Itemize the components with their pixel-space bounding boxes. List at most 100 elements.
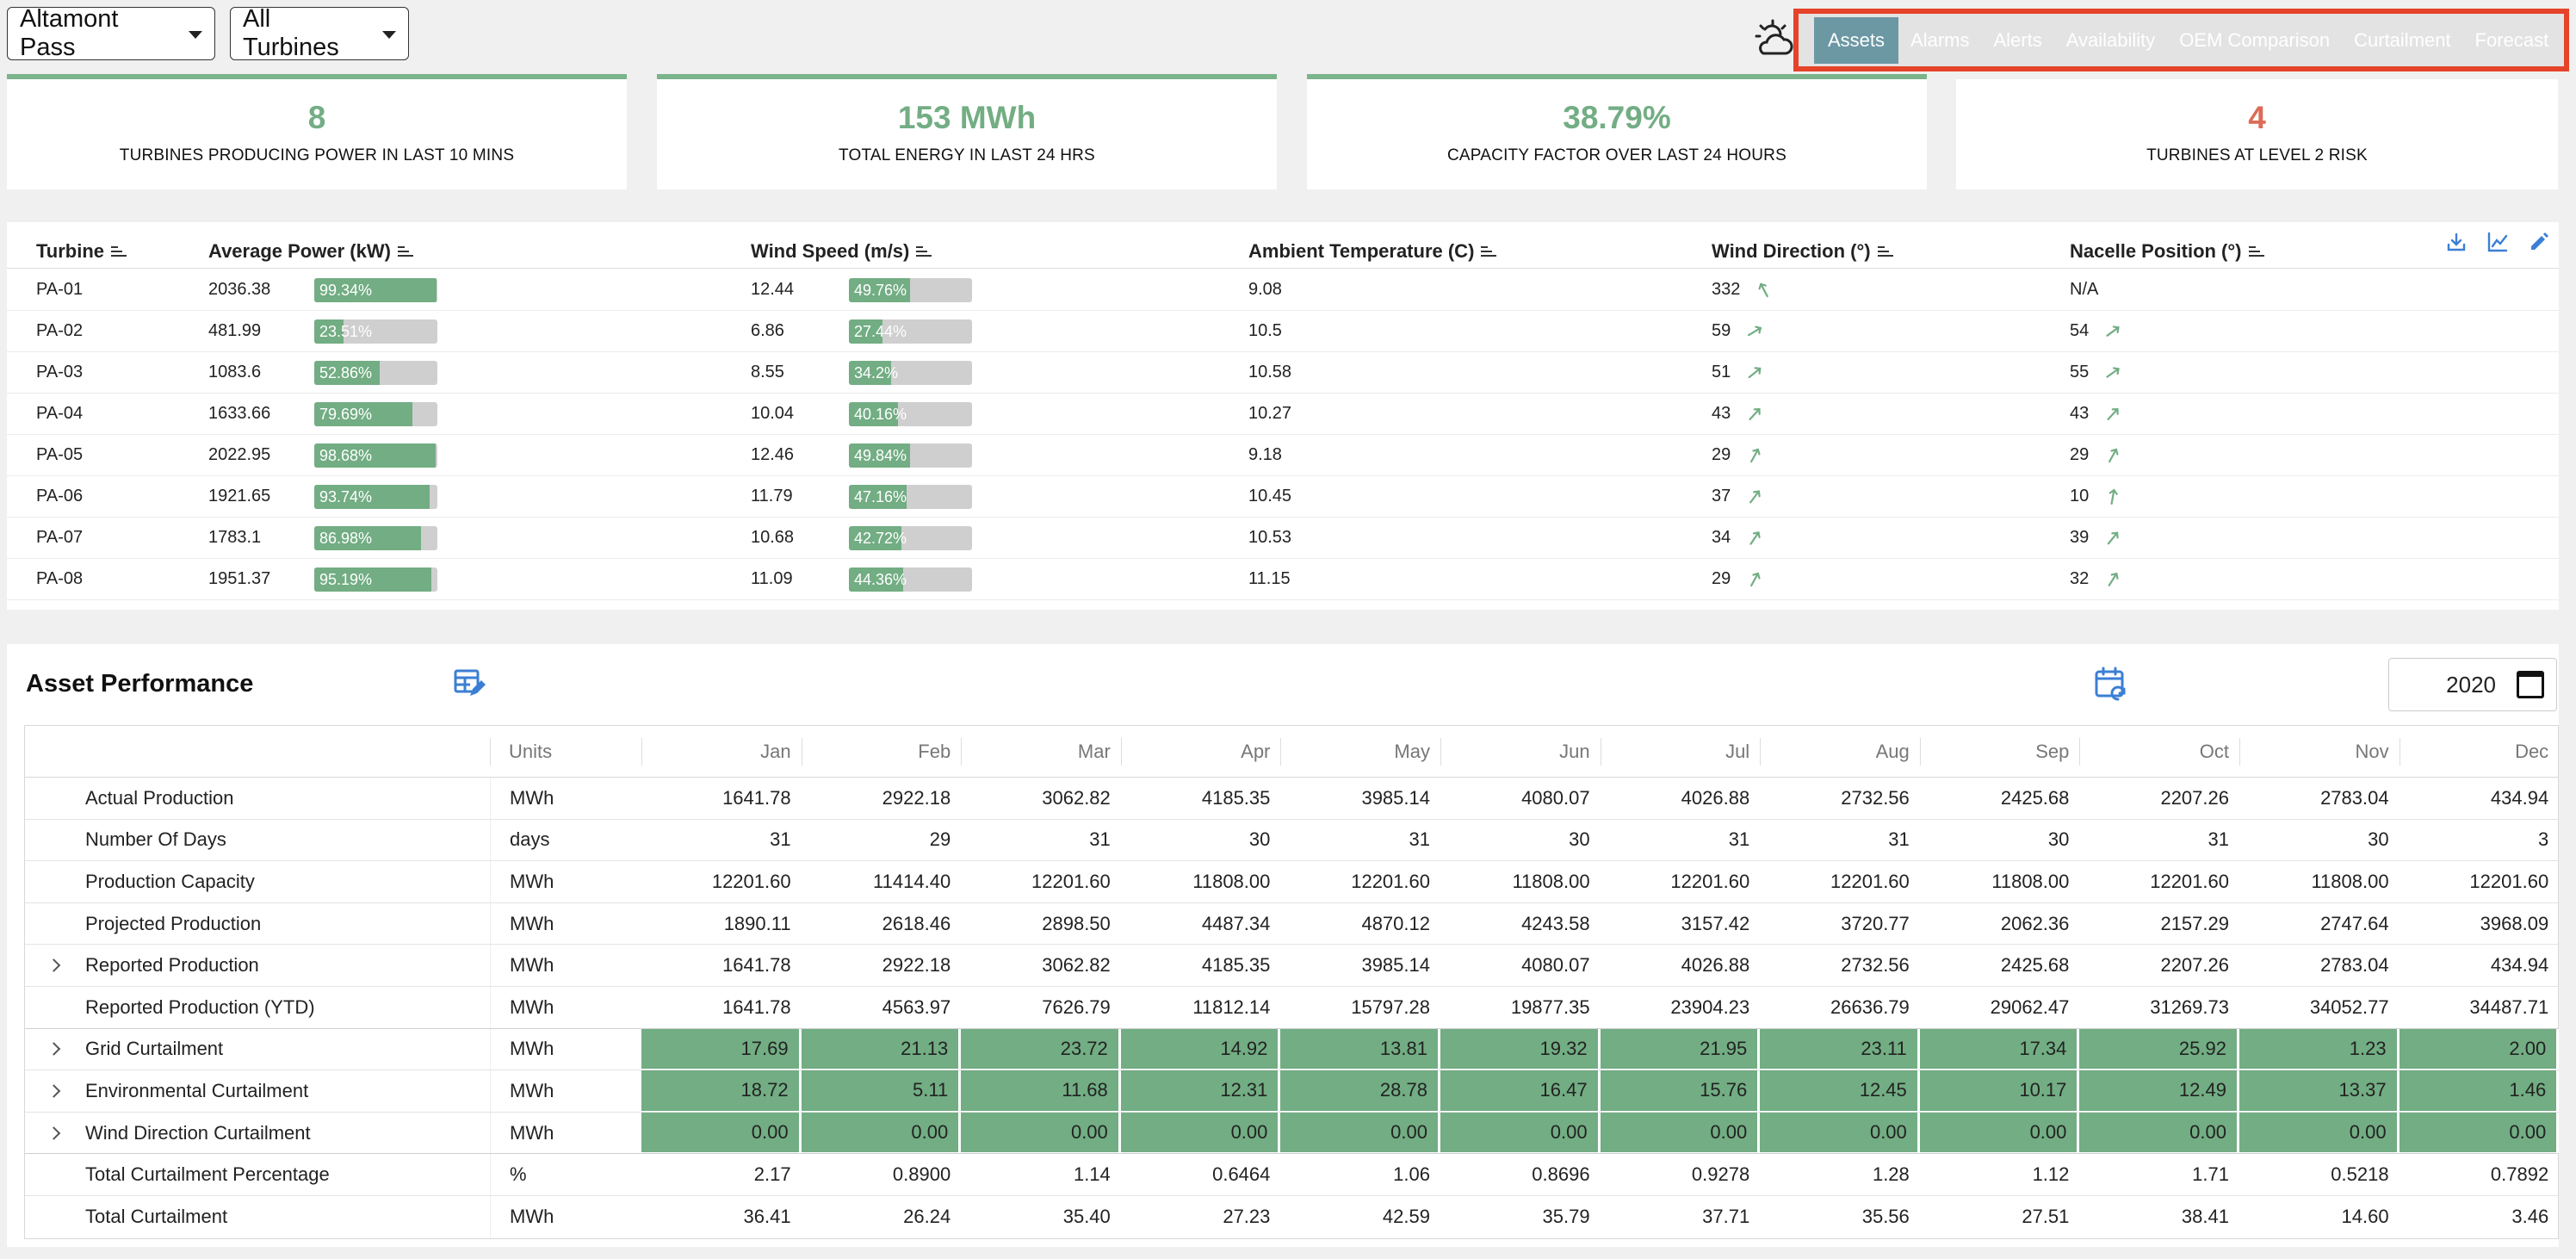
tab-oem-comparison[interactable]: OEM Comparison (2179, 29, 2331, 51)
download-icon[interactable] (2445, 231, 2468, 253)
power-percent-bar-fill (314, 278, 437, 302)
table-row[interactable]: PA-05 2022.95 12.46 9.18 29 29 98.68% 49.84% (7, 435, 2559, 476)
month-value-jun: 35.79 (1542, 1206, 1590, 1228)
table-edit-icon[interactable] (453, 667, 486, 699)
power-percent-bar-label: 79.69% (319, 406, 373, 423)
month-value-apr: 11808.00 (1192, 870, 1271, 892)
table-row[interactable]: PA-01 2036.38 12.44 9.08 332 N/A 99.34% 49.76% (7, 270, 2559, 311)
power-percent-bar-label: 95.19% (319, 571, 373, 588)
month-value-sep: 17.34 (1919, 1028, 2080, 1070)
month-value-jun: 19877.35 (1510, 995, 1590, 1018)
power-percent-bar-fill (314, 567, 432, 592)
month-value-jul: 0.00 (1600, 1112, 1761, 1154)
line-chart-icon[interactable] (2486, 231, 2509, 253)
row-label: Projected Production (85, 912, 262, 934)
calendar-icon[interactable] (2517, 671, 2544, 698)
turbine-select[interactable]: All Turbines (230, 5, 409, 61)
wind-direction: 59 (1712, 311, 1763, 351)
month-value-jun: 4243.58 (1521, 912, 1590, 934)
column-header-average-power[interactable]: Average Power (kW) (208, 234, 413, 268)
table-row[interactable]: PA-07 1783.1 10.68 10.53 34 39 86.98% 42.72% (7, 518, 2559, 559)
table-row[interactable]: PA-08 1951.37 11.09 11.15 29 32 95.19% 44.36% (7, 559, 2559, 600)
sort-icon[interactable] (111, 245, 127, 257)
column-header-label: Ambient Temperature (C) (1248, 239, 1475, 262)
direction-arrow-icon (1749, 407, 1762, 420)
column-header-turbine[interactable]: Turbine (36, 234, 127, 268)
wind-speed: 10.04 (751, 394, 794, 434)
month-value-dec: 0.7892 (2490, 1163, 2549, 1186)
direction-arrow-icon (2106, 366, 2121, 378)
table-row[interactable]: Environmental Curtailment MWh 18.72 5.11 11.… (25, 1070, 2560, 1113)
wind-speed: 10.68 (751, 518, 794, 558)
tab-alerts[interactable]: Alerts (1993, 29, 2042, 51)
power-percent-bar-fill (314, 402, 412, 426)
edit-icon[interactable] (2528, 231, 2550, 253)
month-value-mar: 11.68 (961, 1070, 1121, 1112)
tab-alarms[interactable]: Alarms (1910, 29, 1970, 51)
month-value-oct: 2207.26 (2160, 786, 2229, 809)
weather-cloud-sun-icon[interactable] (1753, 19, 1794, 59)
month-value-oct: 31269.73 (2150, 995, 2229, 1018)
tab-curtailment[interactable]: Curtailment (2354, 29, 2451, 51)
ambient-temperature: 10.5 (1248, 311, 1282, 351)
column-header-wind-direction[interactable]: Wind Direction (°) (1712, 234, 1893, 268)
site-select[interactable]: Altamont Pass (7, 5, 215, 61)
row-label: Total Curtailment Percentage (85, 1163, 330, 1186)
month-value-dec: 1.46 (2399, 1070, 2560, 1112)
nacelle-position: 43 (2070, 394, 2121, 434)
turbine-id-text: PA-03 (36, 363, 84, 381)
turbine-id-text: PA-01 (36, 280, 84, 299)
table-row[interactable]: Reported Production MWh 1641.78 2922.18 3062… (25, 945, 2558, 987)
month-value-aug: 31 (1888, 828, 1910, 851)
month-value-may: 28.78 (1280, 1070, 1440, 1112)
month-value-nov: 1.23 (2239, 1028, 2400, 1070)
power-percent-bar-label: 93.74% (319, 488, 373, 505)
tab-availability[interactable]: Availability (2065, 29, 2156, 51)
wind-direction: 34 (1712, 518, 1763, 558)
sort-icon[interactable] (1481, 245, 1497, 257)
sort-icon[interactable] (1877, 245, 1893, 257)
column-separator (1280, 738, 1282, 766)
column-header-ambient-temperature[interactable]: Ambient Temperature (C) (1248, 234, 1497, 268)
sort-icon[interactable] (2248, 245, 2264, 257)
wind-percent-bar-label: 49.84% (854, 447, 907, 464)
chevron-right-icon[interactable] (46, 1126, 61, 1140)
month-value-may: 1.06 (1393, 1163, 1430, 1186)
month-value-nov: 34052.77 (2309, 995, 2389, 1018)
table-row: Number Of Days days 31 29 31 30 31 30 31 31 30 31 30… (25, 819, 2558, 862)
column-header-nacelle-position[interactable]: Nacelle Position (°) (2070, 234, 2264, 268)
direction-arrow-icon (1749, 489, 1761, 503)
sort-icon[interactable] (397, 245, 413, 257)
month-value-feb: 5.11 (801, 1070, 962, 1112)
table-row[interactable]: PA-04 1633.66 10.04 10.27 43 43 79.69% 40.16% (7, 394, 2559, 435)
calendar-refresh-icon[interactable] (2094, 667, 2128, 703)
chevron-right-icon[interactable] (46, 1042, 61, 1057)
table-row[interactable]: Grid Curtailment MWh 17.69 21.13 23.72 14.92 1… (25, 1028, 2560, 1071)
average-power: 481.99 (208, 311, 261, 351)
direction-arrow-icon (2107, 407, 2120, 420)
table-row[interactable]: Wind Direction Curtailment MWh 0.00 0.00 0.0… (25, 1112, 2560, 1155)
table-row[interactable]: PA-02 481.99 6.86 10.5 59 54 23.51% 27.44% (7, 311, 2559, 352)
nacelle-position-text: 10 (2070, 487, 2090, 505)
table-row[interactable]: PA-03 1083.6 8.55 10.58 51 55 52.86% 34.2% (7, 352, 2559, 394)
ambient-temperature: 10.45 (1248, 476, 1291, 517)
wind-speed: 12.44 (751, 270, 794, 310)
column-header-wind-speed[interactable]: Wind Speed (m/s) (751, 234, 932, 268)
sort-icon[interactable] (916, 245, 932, 257)
month-value-jun: 0.00 (1440, 1112, 1601, 1154)
month-value-feb: 2618.46 (882, 912, 951, 934)
tab-forecast[interactable]: Forecast (2474, 29, 2549, 51)
table-row[interactable]: PA-06 1921.65 11.79 10.45 37 10 93.74% 47.16% (7, 476, 2559, 518)
column-separator (1120, 738, 1122, 766)
chevron-right-icon[interactable] (46, 1084, 61, 1098)
chevron-right-icon[interactable] (46, 958, 61, 972)
month-value-jul: 0.9278 (1691, 1163, 1750, 1186)
year-picker[interactable]: 2020 (2388, 658, 2557, 711)
average-power-text: 1951.37 (208, 569, 271, 588)
nacelle-position-text: 54 (2070, 321, 2090, 340)
tab-assets[interactable]: Assets (1814, 17, 1899, 64)
table-toolbar (2445, 231, 2550, 253)
column-header-label: Turbine (36, 239, 105, 262)
month-value-jun: 11808.00 (1512, 870, 1590, 892)
turbine-id: PA-06 (36, 476, 83, 517)
